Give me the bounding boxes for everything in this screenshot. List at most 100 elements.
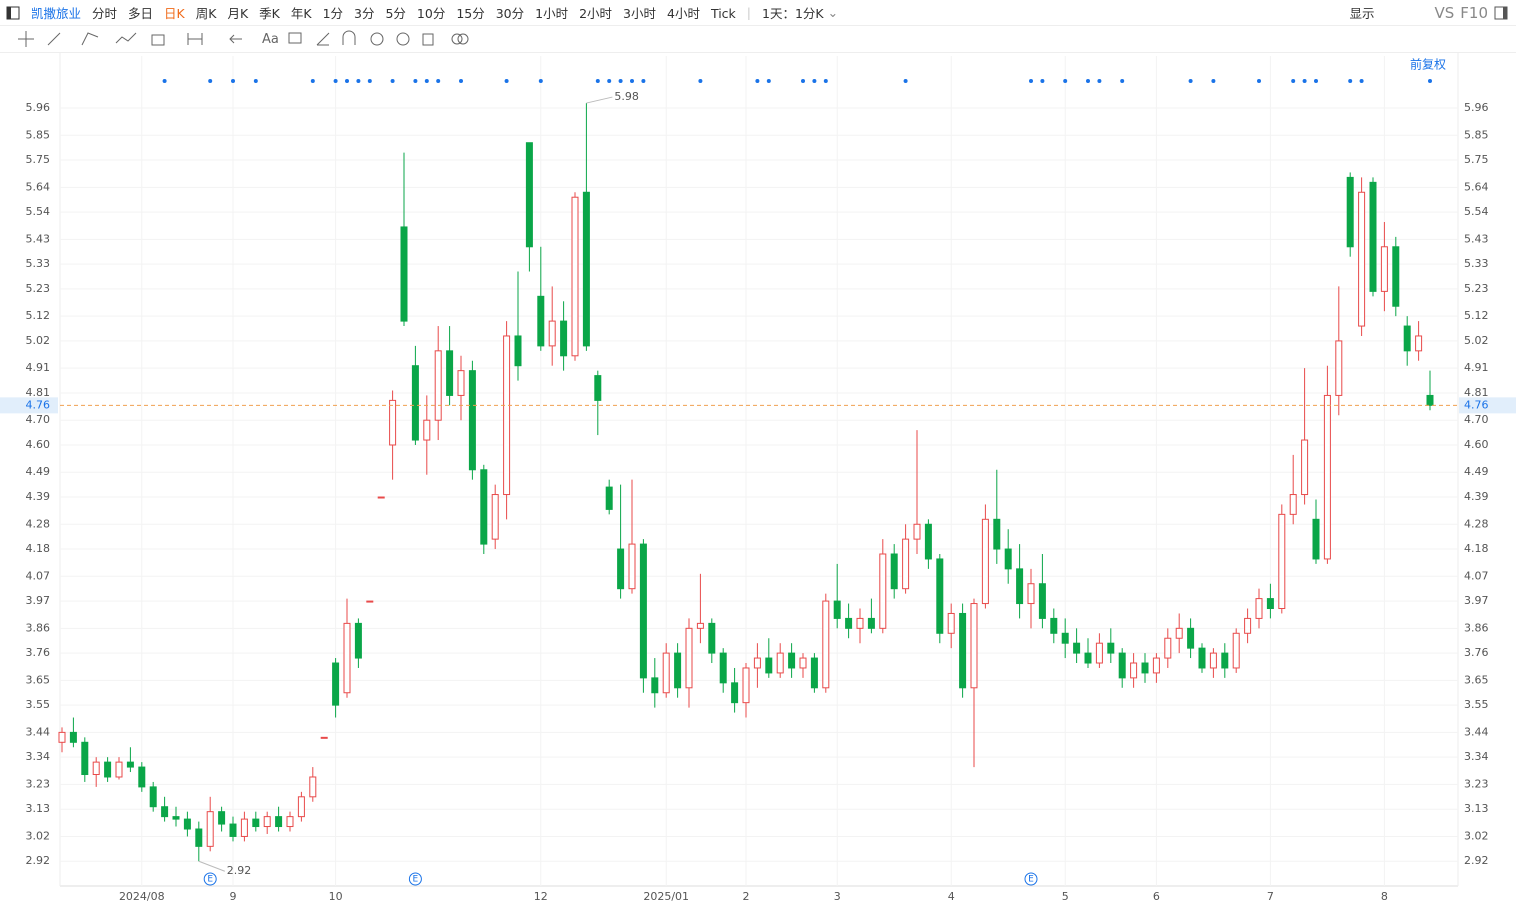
period[interactable]: 10分	[416, 6, 446, 21]
signal-dot	[253, 79, 258, 83]
signal-dot	[903, 79, 908, 83]
display-menu[interactable]: 显示	[1349, 6, 1375, 21]
period[interactable]: 15分	[456, 6, 485, 21]
candle-body	[446, 350, 454, 396]
y-tick-label: 5.75	[26, 153, 51, 166]
candle-body	[1152, 657, 1160, 674]
candle-body	[1346, 176, 1354, 248]
candle-body	[126, 761, 134, 768]
signal-dot	[1029, 79, 1033, 83]
signal-dot	[812, 79, 817, 83]
candle-body	[229, 823, 237, 837]
period[interactable]: 年K	[290, 6, 312, 21]
period[interactable]: 30分	[495, 6, 525, 21]
candle-body	[332, 662, 340, 706]
candle-body	[423, 419, 431, 441]
y-tick-label: 4.07	[26, 569, 51, 582]
y-tick-label: 4.91	[26, 361, 51, 374]
candle-body	[1323, 394, 1331, 560]
y-tick-label-right: 5.43	[1464, 232, 1489, 245]
y-tick-label: 3.23	[26, 777, 51, 790]
period[interactable]: 月K	[227, 6, 249, 21]
candle-body	[856, 617, 864, 629]
period[interactable]: 5分	[385, 6, 406, 21]
period[interactable]: Tick	[710, 6, 736, 21]
candle-body	[537, 295, 545, 347]
candle-body	[1403, 325, 1411, 352]
vs[interactable]: VS	[1434, 3, 1455, 22]
candle-body	[240, 818, 248, 837]
adjust-mode[interactable]: 前复权	[1410, 57, 1446, 72]
x-tick-label: 3	[834, 890, 841, 903]
side-panel-icon[interactable]	[1494, 6, 1508, 20]
candle-body	[411, 365, 419, 441]
last-price-tag	[0, 397, 58, 414]
y-tick-label: 2.92	[26, 854, 51, 867]
signal-dot	[1120, 79, 1125, 83]
candle-body	[651, 677, 659, 694]
interval[interactable]: 1天：1分K	[762, 6, 824, 21]
candle-body	[377, 496, 385, 499]
signal-dot	[208, 79, 213, 83]
period[interactable]: 日K	[164, 6, 185, 21]
panel-icon[interactable]	[6, 6, 20, 20]
f10[interactable]: F10	[1460, 3, 1488, 22]
y-tick-label-right: 5.02	[1464, 334, 1489, 347]
candle-body	[1358, 191, 1366, 327]
y-tick-label-right: 3.76	[1464, 646, 1489, 659]
candle-body	[275, 816, 283, 828]
candle-body	[92, 761, 100, 776]
x-tick-label: 8	[1381, 890, 1388, 903]
separator: |	[746, 5, 752, 20]
x-tick-label: 6	[1153, 890, 1160, 903]
signal-dot	[823, 79, 828, 83]
candle-body	[1198, 647, 1206, 669]
y-tick-label: 3.02	[26, 829, 51, 842]
signal-dot	[1063, 79, 1068, 83]
signal-dot	[538, 79, 543, 83]
candle-body	[582, 191, 590, 347]
stock-name[interactable]: 凯撒旅业	[31, 6, 82, 21]
drawing-icons[interactable]	[14, 29, 254, 49]
period[interactable]: 多日	[128, 6, 154, 21]
y-tick-label-right: 3.02	[1464, 829, 1489, 842]
last-price-label-right: 4.76	[1464, 398, 1489, 411]
period[interactable]: 2小时	[579, 6, 613, 21]
period[interactable]: 季K	[259, 6, 280, 21]
y-tick-label-right: 2.92	[1464, 854, 1489, 867]
period[interactable]: 4小时	[667, 6, 700, 21]
drawing-icons-2[interactable]	[287, 29, 487, 49]
caret: ⌄	[827, 5, 839, 20]
low-leader	[198, 860, 225, 872]
period[interactable]: 1小时	[535, 6, 569, 21]
candle-body	[263, 816, 271, 828]
period[interactable]: 周K	[195, 6, 217, 21]
y-tick-label: 3.86	[26, 621, 51, 634]
x-tick-label: 2025/01	[643, 890, 689, 903]
candle-body	[1380, 246, 1388, 292]
period[interactable]: 3分	[354, 6, 375, 21]
y-tick-label-right: 4.39	[1464, 490, 1489, 503]
candle-body	[594, 375, 602, 401]
y-tick-label-right: 5.12	[1464, 309, 1489, 322]
candle-body	[1050, 617, 1058, 634]
y-tick-label: 4.28	[26, 517, 51, 530]
candle-body	[753, 657, 761, 669]
y-tick-label-right: 3.86	[1464, 621, 1489, 634]
period[interactable]: 分时	[92, 6, 118, 21]
candle-body	[605, 486, 613, 510]
y-tick-label-right: 3.23	[1464, 777, 1489, 790]
candle-body	[1118, 652, 1126, 679]
candle-body	[981, 518, 989, 605]
text-tool[interactable]: Aa	[262, 31, 279, 47]
candle-body	[366, 600, 374, 603]
candle-body	[138, 766, 146, 788]
candle-body	[320, 736, 328, 739]
y-tick-label-right: 4.81	[1464, 386, 1489, 399]
signal-dot	[1302, 79, 1307, 83]
signal-dot	[1086, 79, 1090, 83]
period[interactable]: 3小时	[623, 6, 656, 21]
candle-body	[617, 548, 625, 590]
period[interactable]: 1分	[322, 6, 344, 21]
x-tick-label: 5	[1062, 890, 1069, 903]
